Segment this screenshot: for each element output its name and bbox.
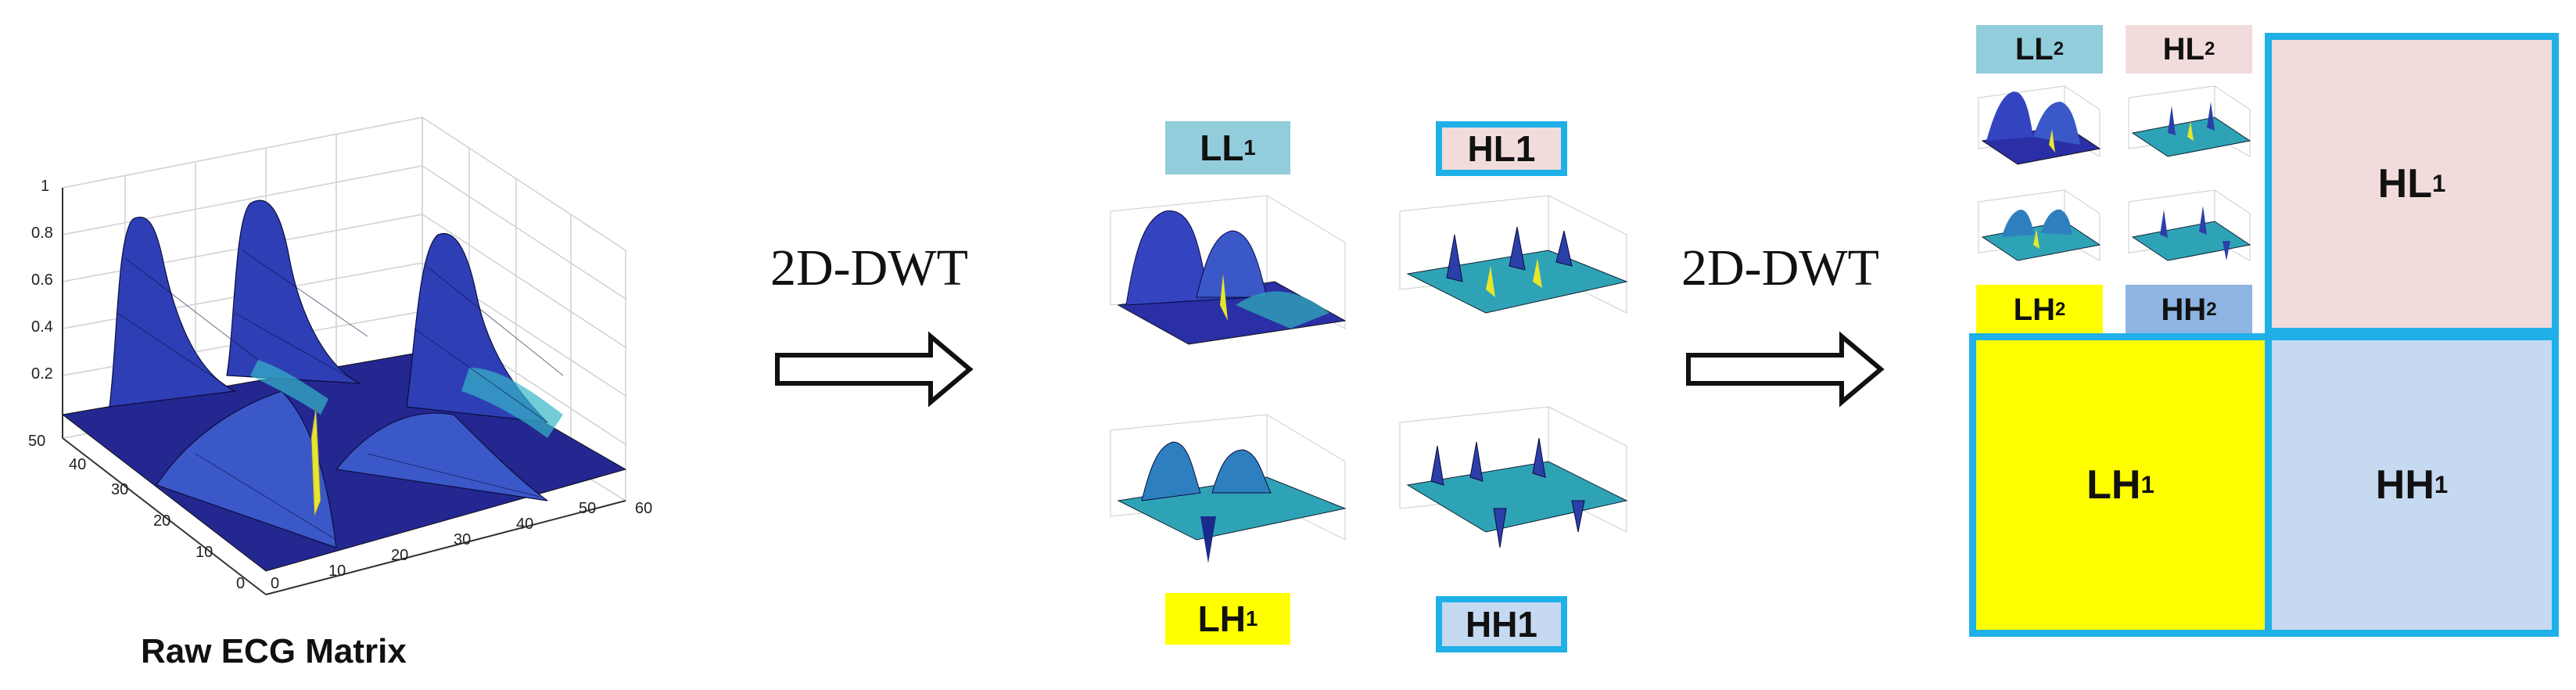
quadrant-hl1-name: HL (2377, 161, 2432, 207)
right-tick-label: 20 (391, 547, 408, 564)
hl1-label: HL1 (1436, 121, 1567, 176)
raw-z-ticks: 0.2 0.4 0.6 0.8 1 (31, 178, 53, 383)
raw-surface-mesh (117, 250, 564, 541)
quadrant-lh1-sub: 1 (2140, 471, 2154, 498)
quadrant-lh1-name: LH (2086, 462, 2141, 508)
ll1-label-sub: 1 (1243, 135, 1256, 160)
hh1-label-name: HH1 (1465, 604, 1538, 645)
raw-plot-title: Raw ECG Matrix (141, 632, 407, 670)
lh2-label-name: LH (2013, 292, 2055, 327)
hl2-label-name: HL (2162, 31, 2205, 66)
raw-left-ticks: 0 10 20 30 40 50 (28, 433, 245, 592)
lh2-label-sub: 2 (2054, 299, 2066, 320)
ll2-label: LL 2 (1976, 25, 2103, 74)
raw-right-ticks: 0 10 20 30 40 50 60 (271, 500, 652, 592)
right-tick-label: 50 (579, 500, 596, 517)
z-tick-label: 0.8 (31, 225, 53, 242)
right-arrow-icon (1686, 331, 1885, 408)
raw-surface-spike (310, 406, 321, 517)
hl2-label-sub: 2 (2204, 38, 2215, 59)
right-tick-label: 60 (635, 500, 652, 517)
left-tick-label: 10 (196, 544, 213, 561)
hh2-subplot (2128, 189, 2251, 261)
hl1-subplot (1399, 195, 1628, 314)
arrow-label-1: 2D-DWT (770, 239, 968, 296)
ll2-label-name: LL (2015, 31, 2054, 66)
lh1-subplot (1110, 414, 1347, 563)
quadrant-hh1: HH 1 (2265, 333, 2559, 637)
ll1-label-name: LL (1200, 128, 1244, 168)
z-tick-label: 0.6 (31, 271, 53, 289)
right-tick-label: 30 (454, 531, 471, 548)
raw-surface-highlights (250, 360, 563, 438)
z-tick-label: 1 (41, 178, 49, 195)
raw-surface-front (156, 390, 548, 548)
lh1-label: LH 1 (1165, 593, 1290, 645)
right-tick-label: 40 (516, 516, 533, 533)
lh2-label: LH 2 (1976, 285, 2103, 335)
hh2-label: HH 2 (2126, 285, 2252, 335)
hl2-label: HL 2 (2126, 25, 2252, 74)
right-arrow-icon (775, 331, 974, 408)
left-tick-label: 0 (236, 575, 245, 592)
right-tick-label: 10 (328, 562, 346, 580)
ll1-label: LL 1 (1165, 121, 1290, 174)
raw-plot-axes (62, 188, 626, 595)
right-tick-label: 0 (271, 575, 279, 592)
quadrant-lh1: LH 1 (1969, 333, 2272, 637)
left-tick-label: 50 (28, 433, 45, 450)
ll1-subplot (1110, 195, 1347, 345)
lh1-label-sub: 1 (1245, 606, 1258, 631)
raw-surface-ridges (109, 199, 549, 423)
hh1-label: HH1 (1436, 596, 1567, 652)
left-tick-label: 20 (153, 512, 170, 530)
quadrant-hh1-sub: 1 (2434, 471, 2449, 498)
left-tick-label: 40 (69, 456, 86, 473)
z-tick-label: 0.4 (31, 318, 53, 336)
lh2-subplot (1978, 189, 2101, 261)
hh2-label-name: HH (2161, 292, 2207, 327)
left-tick-label: 30 (111, 481, 128, 498)
raw-ecg-surface-plot: 0.2 0.4 0.6 0.8 1 0 10 20 30 40 50 0 10 … (28, 116, 652, 595)
quadrant-hh1-name: HH (2375, 462, 2434, 508)
ll2-subplot (1978, 85, 2101, 165)
ll2-label-sub: 2 (2053, 38, 2065, 59)
quadrant-hl1: HL 1 (2265, 33, 2559, 335)
arrow-label-2: 2D-DWT (1681, 239, 1879, 296)
hl2-subplot (2128, 85, 2251, 157)
hh2-label-sub: 2 (2206, 299, 2217, 320)
hl1-label-name: HL1 (1467, 128, 1536, 169)
quadrant-hl1-sub: 1 (2431, 170, 2446, 197)
hh1-subplot (1399, 406, 1628, 548)
z-tick-label: 0.2 (31, 365, 53, 383)
lh1-label-name: LH (1197, 598, 1246, 639)
